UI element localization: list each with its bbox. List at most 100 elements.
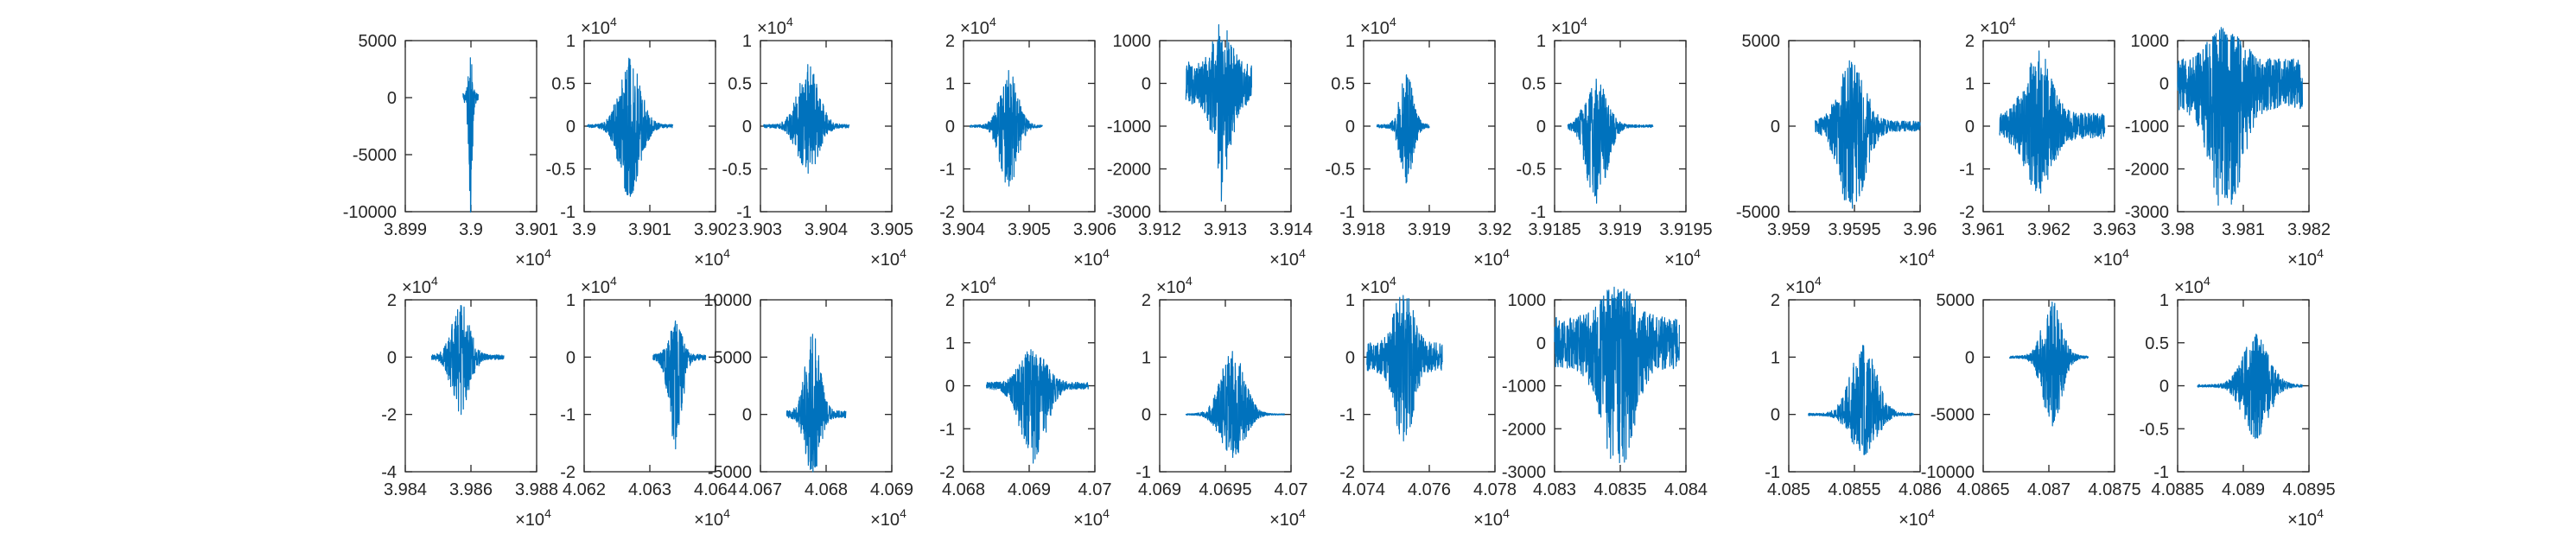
x-tick-label: 4.089 <box>2222 480 2265 499</box>
subplot-r2c3: 4.067 4.068 4.069 10000 5000 0 -5000 ×104 <box>703 291 913 530</box>
y-tick-label: 0 <box>566 118 576 137</box>
axes-box <box>1363 299 1496 473</box>
axis-multiplier: ×104 <box>1156 274 1193 297</box>
y-tick-label: 1 <box>742 32 752 51</box>
signal-trace-r1c4 <box>970 70 1043 187</box>
y-tick-label: -1 <box>1959 161 1975 180</box>
y-tick-label: 1 <box>1536 32 1546 51</box>
signal-trace-r2c1 <box>430 305 505 416</box>
y-tick-label: 5000 <box>1937 291 1975 310</box>
x-tick-label: 3.914 <box>1269 220 1313 239</box>
y-tick-label: 0 <box>1965 348 1975 367</box>
axis-multiplier: ×104 <box>1269 506 1306 530</box>
y-tick-label: -1000 <box>1502 378 1546 397</box>
y-tick-label: -2000 <box>1502 420 1546 439</box>
y-tick-label: 0.5 <box>1331 75 1355 94</box>
axis-multiplier: ×104 <box>1980 15 2016 38</box>
subplot-r2c8: 4.085 4.0855 4.086 2 1 0 -1 ×104 ×104 <box>1765 274 1942 530</box>
y-tick-label: 0 <box>1142 406 1151 425</box>
y-tick-label: 0 <box>945 378 955 397</box>
y-tick-label: 0 <box>1965 118 1975 137</box>
x-tick-label: 3.959 <box>1767 220 1810 239</box>
x-tick-label: 4.067 <box>739 480 782 499</box>
y-tick-label: 1 <box>945 334 955 353</box>
subplot-r1c2: 3.9 3.901 3.902 1 0.5 0 -0.5 -1 ×104 ×104 <box>546 15 738 270</box>
x-tick-label: 4.064 <box>694 480 737 499</box>
y-tick-label: 0 <box>1345 348 1355 367</box>
y-tick-label: -4 <box>381 463 397 482</box>
x-tick-label: 4.069 <box>870 480 913 499</box>
signal-trace-r2c5 <box>1185 351 1285 459</box>
x-tick-label: 3.906 <box>1073 220 1116 239</box>
axes-box <box>404 299 537 473</box>
subplot-r1c8: 3.959 3.9595 3.96 5000 0 -5000 ×104 <box>1736 32 1937 270</box>
y-tick-label: -3000 <box>2125 203 2169 222</box>
subplot-r1c4: 3.904 3.905 3.906 2 1 0 -1 -2 ×104 ×104 <box>939 15 1116 270</box>
x-tick-label: 4.069 <box>1008 480 1051 499</box>
x-tick-label: 4.076 <box>1408 480 1451 499</box>
x-tick-label: 3.96 <box>1904 220 1937 239</box>
axis-multiplier: ×104 <box>694 506 730 530</box>
y-tick-label: -1000 <box>1107 118 1151 137</box>
axis-multiplier: ×104 <box>402 274 438 297</box>
x-tick-label: 3.92 <box>1479 220 1512 239</box>
y-tick-label: -2 <box>1959 203 1975 222</box>
x-tick-label: 3.905 <box>1008 220 1051 239</box>
x-tick-label: 4.068 <box>805 480 848 499</box>
x-tick-label: 4.084 <box>1664 480 1708 499</box>
y-tick-label: -1 <box>939 161 955 180</box>
y-tick-label: -1000 <box>2125 118 2169 137</box>
signal-trace-r2c7 <box>1554 286 1680 464</box>
subplot-r2c7: 4.083 4.0835 4.084 1000 0 -1000 -2000 -3000 <box>1502 286 1708 499</box>
y-tick-label: 1 <box>2159 291 2169 310</box>
y-tick-label: -2 <box>381 406 397 425</box>
x-tick-label: 3.904 <box>942 220 985 239</box>
x-tick-label: 3.9 <box>572 220 596 239</box>
y-tick-label: -0.5 <box>1326 161 1355 180</box>
x-tick-label: 4.085 <box>1767 480 1810 499</box>
x-tick-label: 3.902 <box>694 220 737 239</box>
axis-multiplier: ×104 <box>515 246 551 270</box>
axis-multiplier: ×104 <box>1073 246 1110 270</box>
y-tick-label: 2 <box>387 291 397 310</box>
y-tick-label: 2 <box>1142 291 1151 310</box>
x-tick-label: 4.0885 <box>2151 480 2204 499</box>
x-tick-label: 4.0895 <box>2282 480 2335 499</box>
signal-trace-r1c5 <box>1185 24 1252 202</box>
x-tick-label: 4.063 <box>628 480 671 499</box>
subplot-r1c3: 3.903 3.904 3.905 1 0.5 0 -0.5 -1 ×104 ×104 <box>722 15 914 270</box>
y-tick-label: -1 <box>736 203 752 222</box>
x-tick-label: 3.9595 <box>1828 220 1880 239</box>
x-tick-label: 3.982 <box>2287 220 2331 239</box>
x-tick-label: 4.0835 <box>1593 480 1646 499</box>
y-tick-label: -2 <box>939 463 955 482</box>
axis-multiplier: ×104 <box>1785 274 1822 297</box>
axis-multiplier: ×104 <box>2093 246 2129 270</box>
subplot-r2c4: 4.068 4.069 4.07 2 1 0 -1 -2 ×104 ×104 <box>939 274 1111 530</box>
y-tick-label: 2 <box>945 291 955 310</box>
y-tick-label: -1 <box>939 420 955 439</box>
axes-box <box>760 299 893 473</box>
y-tick-label: 1 <box>1965 75 1975 94</box>
subplot-r1c7: 3.9185 3.919 3.9195 1 0.5 0 -0.5 -1 ×104 ×104 <box>1517 15 1713 270</box>
subplot-r1c1: 3.899 3.9 3.901 5000 0 -5000 -10000 ×104 <box>343 32 558 270</box>
y-tick-label: -5000 <box>1930 406 1975 425</box>
y-tick-label: 0 <box>1536 118 1546 137</box>
y-tick-label: 0 <box>945 118 955 137</box>
x-tick-label: 4.086 <box>1899 480 1942 499</box>
y-tick-label: -10000 <box>1921 463 1975 482</box>
signal-trace-r1c10 <box>2177 27 2303 206</box>
y-tick-label: 1 <box>1345 32 1355 51</box>
x-tick-label: 4.083 <box>1533 480 1576 499</box>
x-tick-label: 3.918 <box>1342 220 1385 239</box>
y-tick-label: -1 <box>560 406 576 425</box>
x-tick-label: 3.961 <box>1962 220 2005 239</box>
y-tick-label: -1 <box>2153 463 2169 482</box>
y-tick-label: -2000 <box>2125 161 2169 180</box>
y-tick-label: 0 <box>1142 75 1151 94</box>
y-tick-label: -0.5 <box>2140 420 2169 439</box>
x-tick-label: 3.98 <box>2161 220 2195 239</box>
y-tick-label: -1 <box>560 203 576 222</box>
y-tick-label: -2 <box>939 203 955 222</box>
